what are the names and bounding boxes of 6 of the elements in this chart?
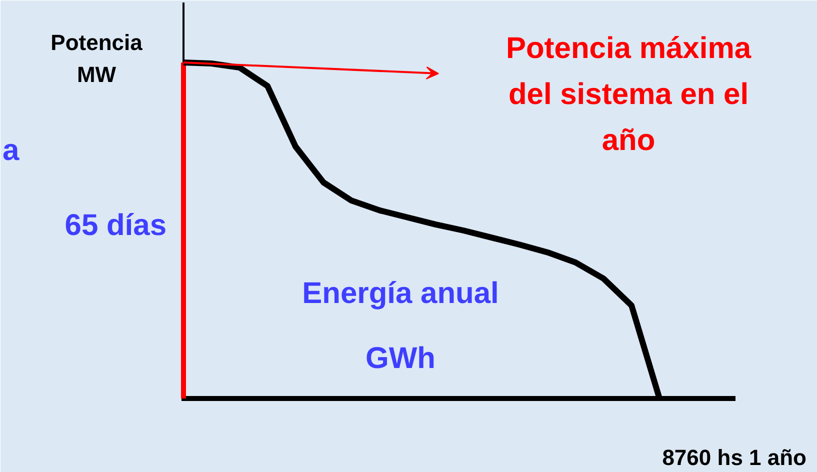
annotation: Energía anual GWh — [302, 277, 499, 375]
y-axis-title: Potencia MW — [50, 30, 144, 87]
text: a — [2, 134, 20, 167]
annotation: Potencia máxima del sistema en el año — [506, 32, 752, 157]
x-axis-title: 8760 hs 1 año — [662, 445, 807, 470]
text: 65 días — [64, 209, 166, 242]
